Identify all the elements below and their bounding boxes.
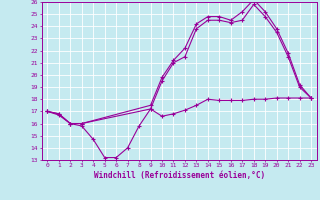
X-axis label: Windchill (Refroidissement éolien,°C): Windchill (Refroidissement éolien,°C)	[94, 171, 265, 180]
